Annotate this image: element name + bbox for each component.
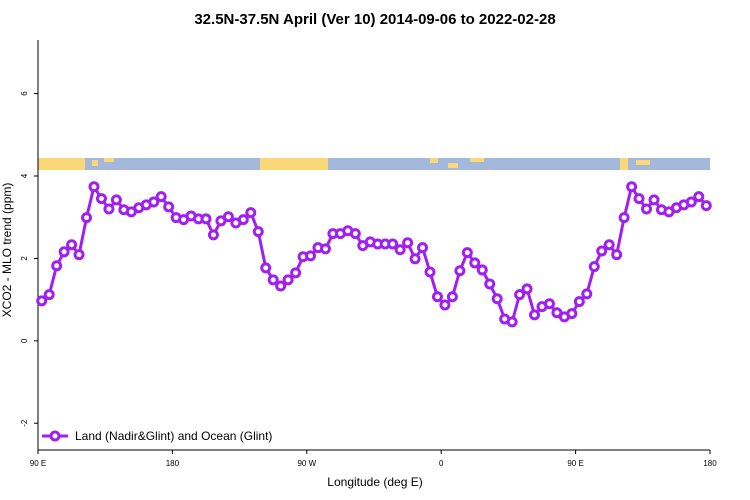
data-point <box>446 291 458 303</box>
data-point <box>573 296 585 308</box>
data-point <box>439 299 451 311</box>
legend-label: Land (Nadir&Glint) and Ocean (Glint) <box>75 429 272 443</box>
data-point <box>469 257 481 269</box>
land-band <box>104 158 114 162</box>
data-point <box>596 245 608 257</box>
data-point <box>95 193 107 205</box>
data-point <box>200 213 212 225</box>
y-tick-label: -2 <box>20 419 29 427</box>
chart-title: 32.5N-37.5N April (Ver 10) 2014-09-06 to… <box>194 11 555 28</box>
x-tick-label: 90 W <box>297 459 316 468</box>
data-point <box>581 288 593 300</box>
data-point <box>603 239 615 251</box>
data-point <box>543 298 555 310</box>
data-point <box>58 246 70 258</box>
data-point <box>222 211 234 223</box>
data-point <box>506 316 518 328</box>
x-tick-label: 0 <box>439 459 444 468</box>
land-band <box>92 160 98 166</box>
data-point <box>417 242 429 254</box>
data-point <box>43 289 55 301</box>
x-axis-label: Longitude (deg E) <box>327 475 422 489</box>
data-point <box>245 207 257 219</box>
data-point <box>155 191 167 203</box>
data-point <box>305 250 317 262</box>
data-point <box>148 196 160 208</box>
x-tick-label: 180 <box>166 459 180 468</box>
land-band <box>38 158 85 170</box>
data-point <box>633 193 645 205</box>
land-band <box>260 158 328 170</box>
data-point <box>349 228 361 240</box>
data-point <box>66 239 78 251</box>
data-point <box>387 238 399 250</box>
data-point <box>290 267 302 279</box>
data-point <box>685 196 697 208</box>
data-point <box>275 280 287 292</box>
y-axis-label: XCO2 - MLO trend (ppm) <box>0 183 14 318</box>
data-point <box>618 212 630 224</box>
land-band <box>620 158 628 170</box>
data-point <box>700 200 712 212</box>
data-point <box>454 265 466 277</box>
y-tick-label: 6 <box>20 91 29 96</box>
data-point <box>252 226 264 238</box>
data-point <box>260 262 272 274</box>
data-point <box>282 274 294 286</box>
y-tick-label: 0 <box>20 338 29 343</box>
ocean-band <box>38 158 710 170</box>
data-point <box>641 203 653 215</box>
land-band <box>636 160 650 165</box>
data-point <box>163 201 175 213</box>
data-point <box>484 278 496 290</box>
legend: Land (Nadir&Glint) and Ocean (Glint) <box>42 429 272 443</box>
x-tick-label: 90 E <box>30 459 46 468</box>
data-point <box>51 260 63 272</box>
data-point <box>626 181 638 193</box>
data-point <box>529 309 541 321</box>
data-point <box>110 194 122 206</box>
land-ocean-strip <box>38 158 710 170</box>
data-point <box>103 203 115 215</box>
data-point <box>319 243 331 255</box>
data-point <box>394 244 406 256</box>
data-point <box>514 289 526 301</box>
data-point <box>207 229 219 241</box>
data-point <box>648 194 660 206</box>
land-band <box>430 158 438 163</box>
data-point <box>36 295 48 307</box>
data-point <box>431 291 443 303</box>
data-point <box>611 249 623 261</box>
data-point <box>402 237 414 249</box>
data-point <box>566 308 578 320</box>
data-point <box>521 283 533 295</box>
data-point <box>81 212 93 224</box>
data-point <box>461 247 473 259</box>
data-point <box>588 261 600 273</box>
data-point <box>491 293 503 305</box>
y-tick-label: 4 <box>20 173 29 178</box>
x-tick-label: 90 E <box>567 459 583 468</box>
x-tick-label: 180 <box>703 459 717 468</box>
land-band <box>470 158 484 162</box>
data-point <box>476 264 488 276</box>
data-point <box>237 214 249 226</box>
y-tick-label: 2 <box>20 256 29 261</box>
data-point <box>409 253 421 265</box>
data-point <box>267 274 279 286</box>
data-point <box>73 249 85 261</box>
data-point <box>424 266 436 278</box>
legend-marker <box>49 430 61 442</box>
land-band <box>448 163 458 168</box>
data-point <box>693 191 705 203</box>
data-point <box>88 181 100 193</box>
